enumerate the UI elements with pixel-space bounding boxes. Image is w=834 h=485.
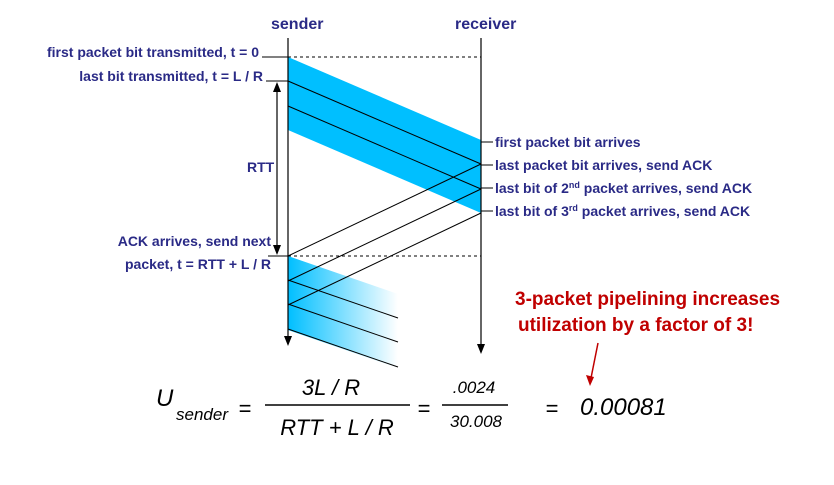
label-third-packet-arrives: last bit of 3rd packet arrives, send ACK [495, 203, 750, 219]
eq-result: 0.00081 [580, 394, 667, 421]
packet-band [288, 57, 481, 213]
ack-line-2 [287, 188, 482, 282]
next-separator-2 [287, 303, 399, 343]
label-ack-arrives-line1: ACK arrives, send next [118, 233, 272, 249]
label-last-bit-arrives: last packet bit arrives, send ACK [495, 157, 712, 173]
packet-separator-1 [287, 80, 482, 165]
eq-frac-numerator: .0024 [453, 378, 496, 397]
eq-numerator: 3L / R [302, 375, 360, 400]
eq-equals-3: = [546, 396, 559, 421]
eq-equals-2: = [418, 396, 431, 421]
highlight-line1: 3-packet pipelining increases [515, 289, 780, 310]
second-sup: nd [569, 180, 580, 190]
packet-separator-2 [287, 105, 482, 190]
third-sup: rd [569, 203, 578, 213]
rtt-arrowhead-down [273, 245, 281, 255]
label-last-bit-transmitted: last bit transmitted, t = L / R [79, 68, 263, 84]
eq-equals-1: = [239, 396, 252, 421]
sender-arrowhead [284, 336, 292, 346]
label-ack-arrives-line2: packet, t = RTT + L / R [125, 256, 271, 272]
second-pre: last bit of 2 [495, 180, 569, 196]
label-rtt: RTT [247, 159, 275, 175]
eq-frac-denominator: 30.008 [450, 412, 503, 431]
second-post: packet arrives, send ACK [580, 180, 752, 196]
highlight-arrowhead [586, 375, 594, 386]
highlight-line2: utilization by a factor of 3! [518, 315, 753, 336]
label-first-bit-transmitted: first packet bit transmitted, t = 0 [47, 44, 259, 60]
receiver-arrowhead [477, 344, 485, 354]
eq-denominator: RTT + L / R [280, 415, 394, 440]
receiver-header: receiver [455, 16, 516, 33]
ack-line-1 [287, 163, 482, 257]
next-packets-band [288, 256, 398, 368]
sender-header: sender [271, 16, 323, 33]
label-first-bit-arrives: first packet bit arrives [495, 134, 641, 150]
highlight-arrow [590, 342, 599, 379]
eq-u: U [156, 385, 174, 412]
rtt-arrowhead-up [273, 82, 281, 92]
ack-line-3 [287, 212, 482, 306]
third-post: packet arrives, send ACK [578, 203, 750, 219]
next-separator-3 [287, 328, 399, 368]
third-pre: last bit of 3 [495, 203, 569, 219]
next-separator-1 [287, 279, 399, 319]
label-second-packet-arrives: last bit of 2nd packet arrives, send ACK [495, 180, 752, 196]
eq-u-subscript: sender [176, 405, 229, 424]
